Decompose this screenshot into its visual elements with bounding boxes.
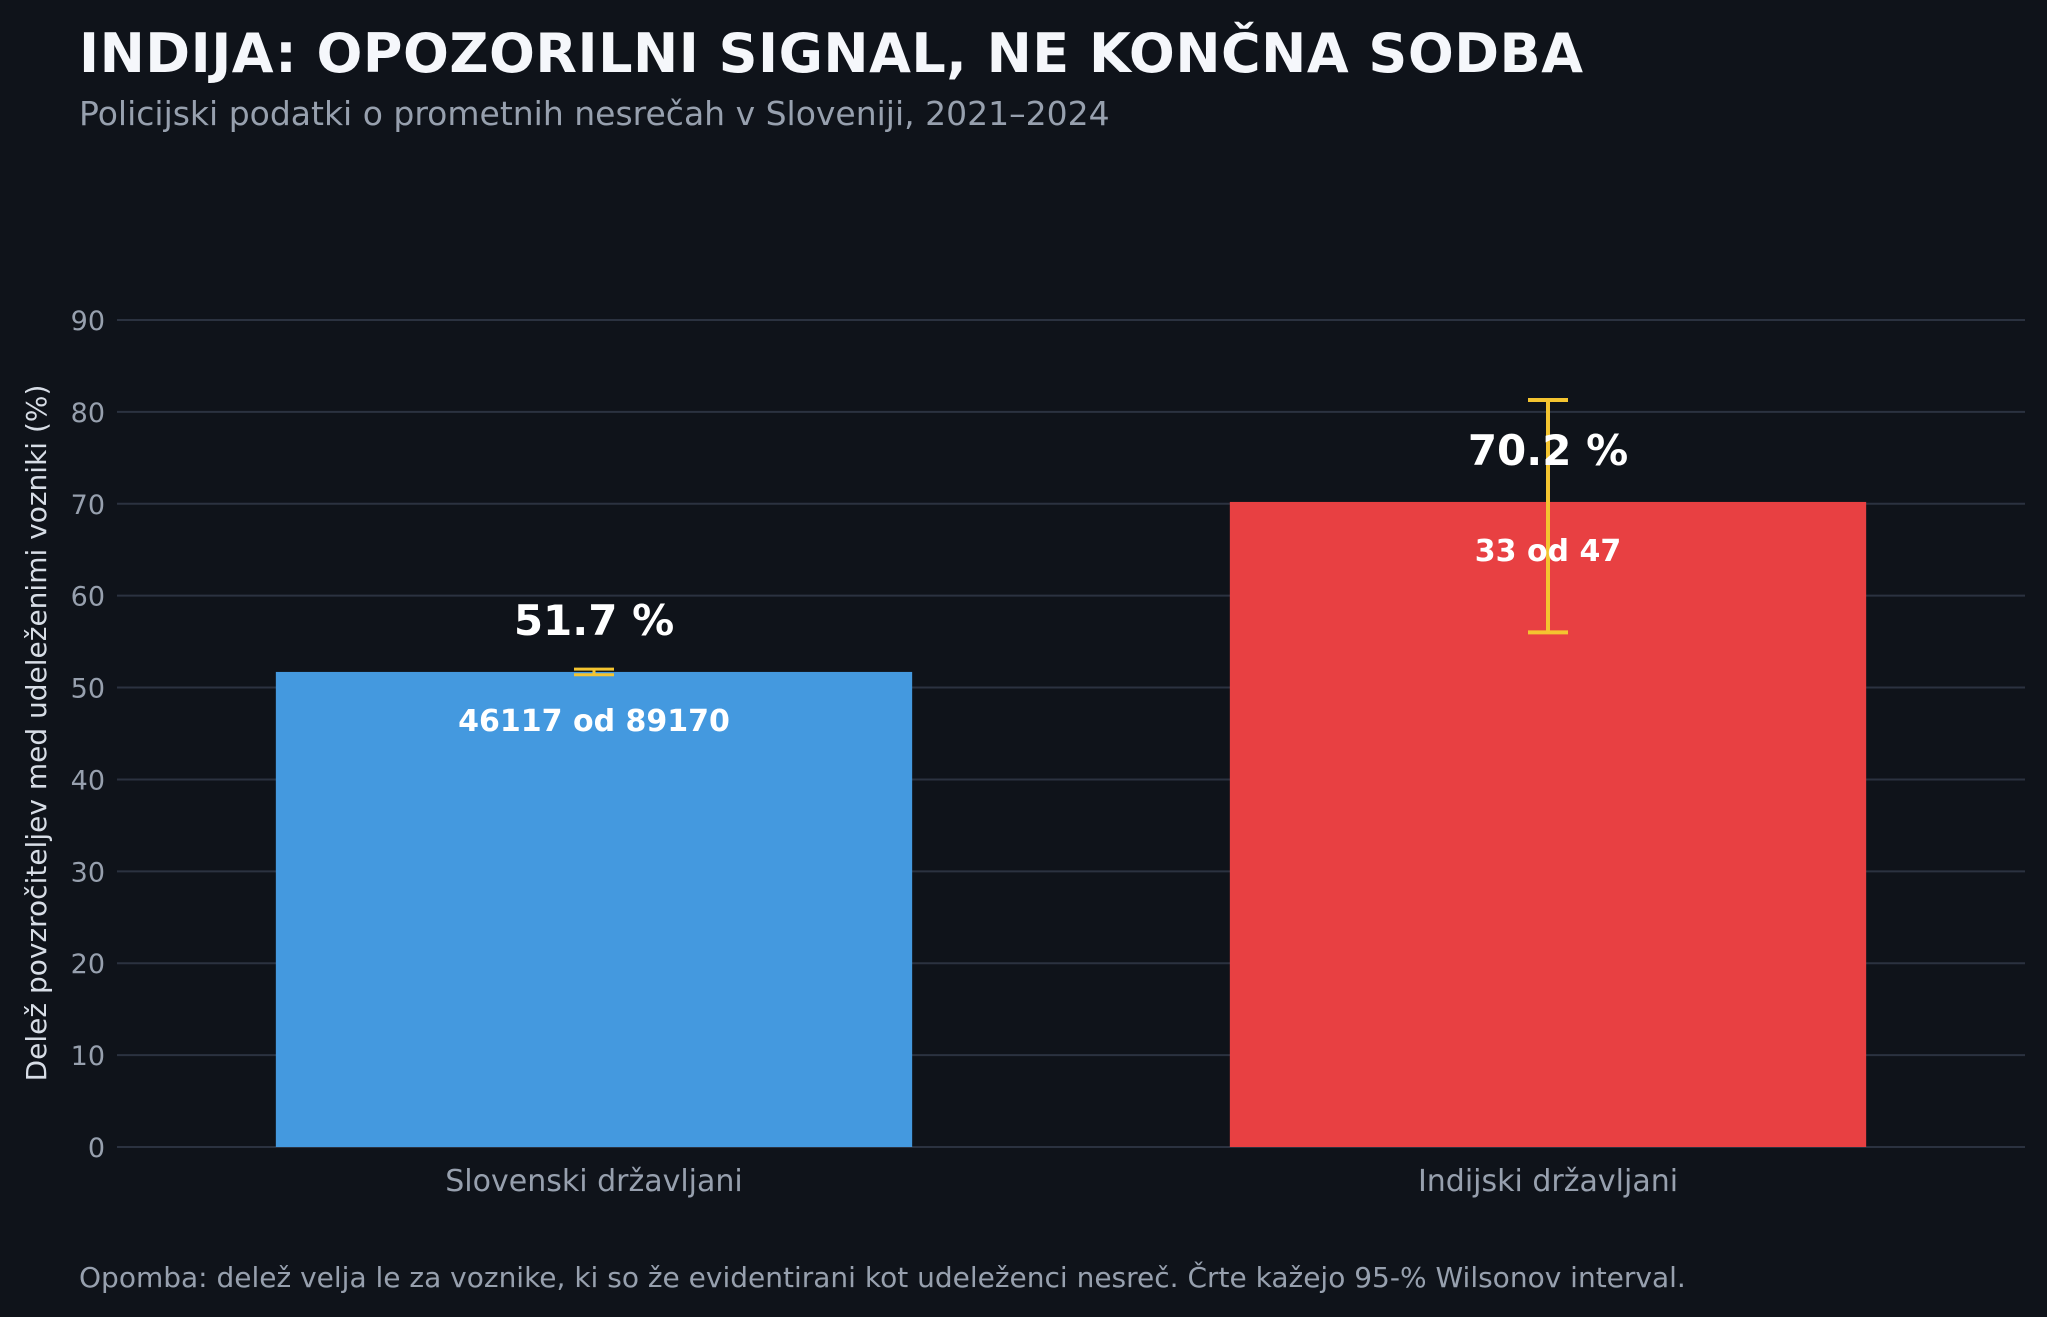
bar-0 (275, 671, 913, 1147)
y-tick-label: 30 (71, 857, 105, 888)
y-axis-label: Delež povzročiteljev med udeleženimi voz… (20, 385, 53, 1082)
data-label-count: 33 od 47 (1475, 534, 1621, 569)
y-tick-label: 80 (71, 398, 105, 429)
y-tick-label: 20 (71, 949, 105, 980)
y-tick-label: 0 (88, 1133, 105, 1164)
data-label-count: 46117 od 89170 (458, 704, 730, 739)
data-label-value: 51.7 % (514, 596, 674, 645)
y-tick-label: 40 (71, 765, 105, 796)
data-label-value: 70.2 % (1468, 426, 1628, 475)
y-tick-label: 50 (71, 674, 105, 705)
chart-subtitle: Policijski podatki o prometnih nesrečah … (79, 94, 1110, 133)
chart-footnote: Opomba: delež velja le za voznike, ki so… (79, 1261, 1686, 1294)
y-tick-label: 70 (71, 490, 105, 521)
y-tick-label: 90 (71, 306, 105, 337)
chart-title: INDIJA: OPOZORILNI SIGNAL, NE KONČNA SOD… (79, 22, 1584, 85)
y-tick-label: 10 (71, 1041, 105, 1072)
x-tick-label: Indijski državljani (1418, 1164, 1678, 1199)
x-tick-label: Slovenski državljani (445, 1164, 743, 1199)
y-tick-label: 60 (71, 582, 105, 613)
